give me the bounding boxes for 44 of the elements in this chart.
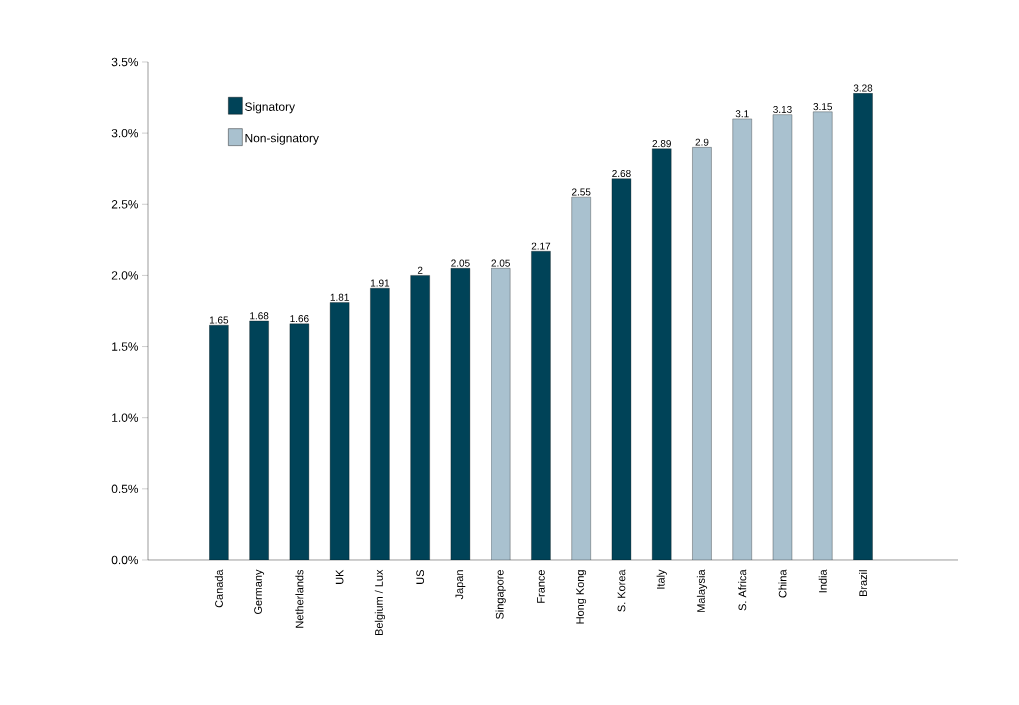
x-tick-label: Hong Kong <box>576 570 587 624</box>
legend-label: Signatory <box>245 102 296 114</box>
legend-label: Non-signatory <box>245 133 319 145</box>
data-label: 2.9 <box>695 138 709 146</box>
y-tick-label: 0.0% <box>111 555 139 565</box>
data-label: 3.13 <box>773 105 792 113</box>
data-label: 3.15 <box>813 103 833 111</box>
x-tick-label: Brazil <box>858 570 868 596</box>
y-tick-label: 1.5% <box>112 342 139 351</box>
x-tick-label: Belgium / Lux <box>374 569 385 635</box>
x-tick-label: Japan <box>455 570 466 600</box>
y-tick-label: 3.5% <box>111 57 139 67</box>
data-label: 2.05 <box>451 259 470 267</box>
x-tick-label: S. Africa <box>738 569 747 611</box>
x-tick-label: S. Korea <box>617 569 626 612</box>
x-tick-label: Singapore <box>495 570 506 619</box>
data-label: 2.17 <box>531 242 551 250</box>
y-tick-label: 2.5% <box>111 200 139 209</box>
x-tick-label: Netherlands <box>295 569 304 628</box>
data-label: 2.68 <box>612 169 631 178</box>
y-tick-label: 1.0% <box>112 413 139 422</box>
x-tick-label: France <box>537 569 545 603</box>
data-label: 1.65 <box>209 316 229 324</box>
data-label: 3.28 <box>853 84 873 92</box>
data-label: 2.89 <box>652 140 671 148</box>
x-tick-label: China <box>778 569 787 598</box>
data-label: 1.81 <box>330 293 349 301</box>
x-tick-label: Malaysia <box>696 569 708 612</box>
x-tick-label: Canada <box>214 569 223 608</box>
data-label: 2.55 <box>572 188 591 196</box>
x-tick-label: Italy <box>656 569 667 589</box>
y-tick-label: 3.0% <box>111 128 139 138</box>
x-tick-label: UK <box>335 569 344 584</box>
data-label: 1.91 <box>370 279 390 287</box>
y-tick-label: 2.0% <box>111 271 139 280</box>
data-label: 2 <box>417 266 423 274</box>
data-label: 2.05 <box>491 259 510 267</box>
x-tick-label: Germany <box>254 569 265 615</box>
x-tick-label: India <box>818 569 827 593</box>
y-tick-label: 0.5% <box>111 484 139 494</box>
data-label: 1.68 <box>250 312 269 320</box>
x-tick-label: US <box>416 570 425 584</box>
data-label: 3.1 <box>735 110 749 118</box>
data-label: 1.66 <box>290 315 309 323</box>
